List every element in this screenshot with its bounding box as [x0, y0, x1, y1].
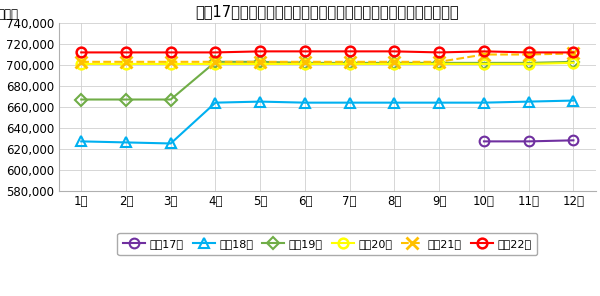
年20年: [77, 62, 85, 66]
Legend: 平成17年, 平成18年, 平成19年, 平成20年, 平成21年, 平成22年: 平成17年, 平成18年, 平成19年, 平成20年, 平成21年, 平成22年: [118, 233, 537, 255]
年19年: [391, 61, 398, 65]
年22年: [301, 50, 308, 53]
年20年: [481, 62, 488, 66]
平成17年: [481, 140, 488, 143]
Line: 年21年: 年21年: [76, 48, 579, 67]
年20年: [391, 62, 398, 66]
年20年: [257, 62, 264, 66]
年20年: [167, 62, 175, 66]
平成17年: [570, 139, 577, 142]
年21年: [525, 53, 532, 56]
年21年: [570, 52, 577, 55]
Line: 年19年: 年19年: [77, 58, 578, 104]
年21年: [481, 53, 488, 56]
Line: 年20年: 年20年: [76, 58, 578, 69]
年19年: [122, 98, 130, 101]
年19年: [257, 60, 264, 64]
年20年: [346, 62, 353, 66]
Line: 年22年: 年22年: [76, 46, 578, 57]
年20年: [570, 61, 577, 65]
年21年: [212, 60, 219, 64]
平成17年: [525, 140, 532, 143]
年21年: [346, 60, 353, 64]
年22年: [77, 51, 85, 54]
年18年: [212, 101, 219, 104]
年22年: [481, 50, 488, 53]
年19年: [346, 61, 353, 65]
年22年: [122, 51, 130, 54]
年18年: [122, 141, 130, 144]
年18年: [436, 101, 443, 104]
年19年: [301, 61, 308, 65]
年22年: [167, 51, 175, 54]
Y-axis label: ［人］: ［人］: [0, 9, 19, 21]
年20年: [436, 62, 443, 66]
年22年: [436, 51, 443, 54]
年21年: [391, 60, 398, 64]
年20年: [212, 62, 219, 66]
年22年: [212, 51, 219, 54]
年19年: [77, 98, 85, 101]
年19年: [570, 60, 577, 64]
Title: 平成17年国勢調査に基づく人口（総数）の推移（各月１日現在）: 平成17年国勢調査に基づく人口（総数）の推移（各月１日現在）: [196, 4, 459, 19]
年19年: [436, 61, 443, 65]
年19年: [481, 61, 488, 65]
年18年: [481, 101, 488, 104]
年18年: [167, 142, 175, 145]
年22年: [570, 51, 577, 54]
年18年: [257, 100, 264, 103]
年19年: [212, 60, 219, 64]
年20年: [122, 62, 130, 66]
年22年: [525, 51, 532, 54]
年20年: [525, 62, 532, 66]
年22年: [257, 50, 264, 53]
年21年: [122, 60, 130, 64]
年20年: [301, 62, 308, 66]
Line: 年18年: 年18年: [76, 96, 578, 148]
Line: 平成17年: 平成17年: [479, 136, 578, 146]
年18年: [77, 140, 85, 143]
年19年: [167, 98, 175, 101]
年21年: [77, 60, 85, 64]
年18年: [346, 101, 353, 104]
年18年: [391, 101, 398, 104]
年18年: [301, 101, 308, 104]
年21年: [301, 60, 308, 64]
年21年: [436, 60, 443, 64]
年22年: [391, 50, 398, 53]
年21年: [257, 60, 264, 64]
年19年: [525, 61, 532, 65]
年22年: [346, 50, 353, 53]
年21年: [167, 60, 175, 64]
年18年: [570, 99, 577, 102]
年18年: [525, 100, 532, 103]
